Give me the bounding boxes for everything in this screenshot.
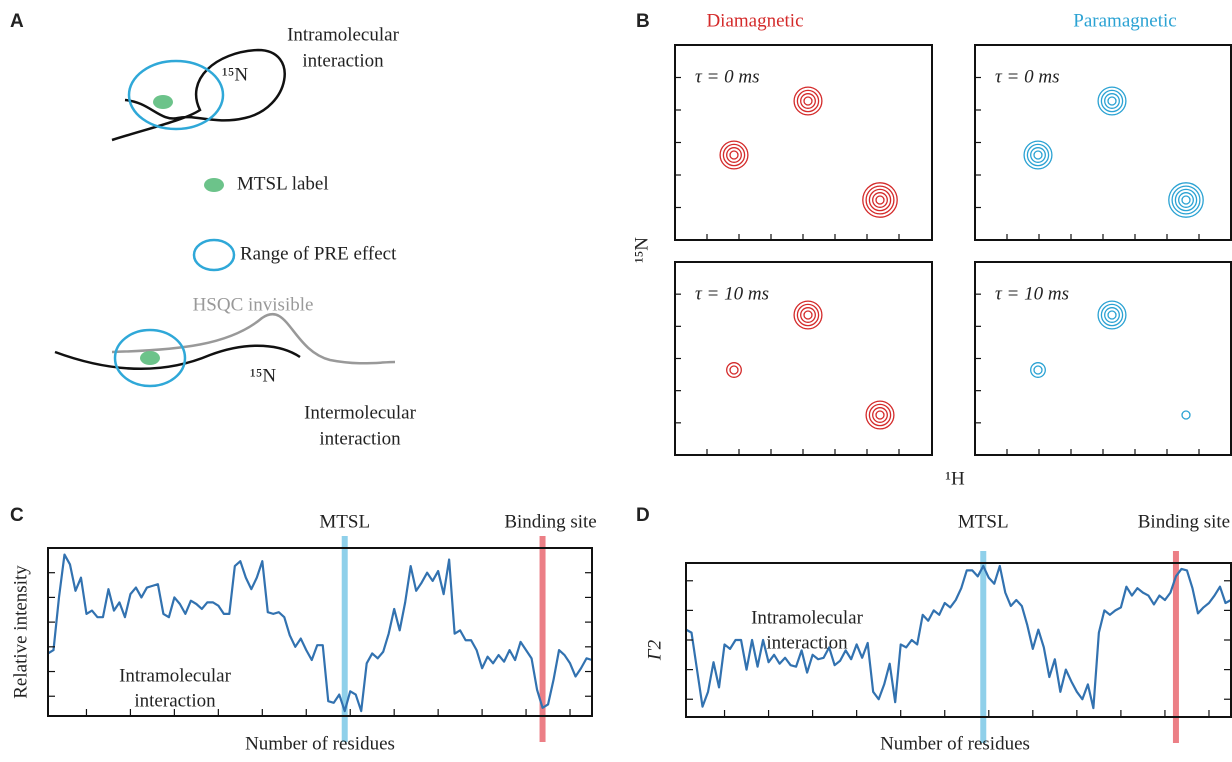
- peak-contour: [1168, 182, 1204, 218]
- peak-contour: [1181, 195, 1191, 205]
- peak-contour: [1100, 303, 1124, 327]
- plot-frame: [47, 547, 593, 717]
- peak-contour: [1097, 300, 1127, 330]
- peak-contour: [872, 192, 888, 208]
- pre-range: [127, 59, 225, 131]
- legend-mtsl: [204, 178, 224, 192]
- pre-range: [113, 328, 187, 388]
- invisible-chain: [111, 312, 396, 365]
- delay-label: τ = 10 ms: [695, 283, 769, 304]
- panel-label: B: [636, 11, 650, 32]
- y-axis-label: Γ2: [644, 639, 665, 661]
- delay-label: τ = 0 ms: [995, 66, 1060, 87]
- text: Intermolecular: [304, 402, 417, 423]
- peak-contour: [1104, 307, 1120, 323]
- x-axis-label: Number of residues: [245, 733, 395, 754]
- mtsl-label: [153, 95, 173, 109]
- annotation: interaction: [134, 690, 216, 711]
- data-line: [685, 564, 1232, 710]
- peak-contour: [800, 307, 816, 323]
- peak-contour: [1097, 86, 1127, 116]
- peak-contour: [868, 188, 892, 212]
- marker-label: MTSL: [319, 511, 370, 532]
- peak-contour: [865, 400, 895, 430]
- text: interaction: [319, 428, 401, 449]
- peak-contour: [1107, 96, 1117, 106]
- legend-range: [192, 238, 236, 272]
- peak-contour: [1171, 185, 1201, 215]
- peak-contour: [862, 182, 898, 218]
- y-axis-label: Relative intensity: [10, 565, 31, 699]
- peak-contour: [1100, 89, 1124, 113]
- peak-contour: [722, 143, 746, 167]
- axis-label: ¹H: [945, 468, 965, 489]
- text: Intramolecular: [287, 24, 400, 45]
- protein-chain: [111, 48, 286, 142]
- peak-contour: [800, 93, 816, 109]
- data-line: [47, 553, 593, 713]
- peak-contour: [875, 195, 885, 205]
- peak-contour: [796, 89, 820, 113]
- text: HSQC invisible: [193, 294, 314, 315]
- peak-contour: [803, 310, 813, 320]
- peak-contour: [1181, 410, 1191, 420]
- delay-label: τ = 10 ms: [995, 283, 1069, 304]
- peak-contour: [793, 86, 823, 116]
- peak-contour: [1030, 147, 1046, 163]
- axis-label: ¹⁵N: [631, 237, 652, 263]
- peak-contour: [796, 303, 820, 327]
- peak-contour: [1026, 143, 1050, 167]
- peak-contour: [1033, 365, 1043, 375]
- legend-label: MTSL label: [237, 173, 329, 194]
- peak-contour: [726, 147, 742, 163]
- legend-label: Range of PRE effect: [240, 243, 397, 264]
- panel-label: D: [636, 505, 650, 526]
- delay-label: τ = 0 ms: [695, 66, 760, 87]
- column-title: Paramagnetic: [1073, 10, 1176, 31]
- peak-contour: [1030, 362, 1046, 378]
- peak-contour: [1178, 192, 1194, 208]
- x-axis-label: Number of residues: [880, 733, 1030, 754]
- protein-chain: [54, 344, 301, 371]
- isotope: ¹⁵N: [250, 365, 276, 386]
- peak-contour: [1023, 140, 1053, 170]
- marker-label: MTSL: [958, 511, 1009, 532]
- peak-contour: [1107, 310, 1117, 320]
- peak-contour: [865, 185, 895, 215]
- peak-contour: [872, 407, 888, 423]
- peak-contour: [868, 403, 892, 427]
- text: interaction: [302, 50, 384, 71]
- panel-a: [54, 48, 396, 388]
- annotation: Intramolecular: [751, 607, 864, 628]
- peak-contour: [729, 150, 739, 160]
- peak-contour: [719, 140, 749, 170]
- peak-contour: [875, 410, 885, 420]
- peak-contour: [1033, 150, 1043, 160]
- peak-contour: [803, 96, 813, 106]
- annotation: interaction: [766, 632, 848, 653]
- annotation: Intramolecular: [119, 665, 232, 686]
- marker-label: Binding site: [1138, 511, 1230, 532]
- peak-contour: [1174, 188, 1198, 212]
- isotope: ¹⁵N: [222, 64, 248, 85]
- peak-contour: [729, 365, 739, 375]
- peak-contour: [793, 300, 823, 330]
- peak-contour: [726, 362, 742, 378]
- panel-label: A: [10, 11, 24, 32]
- column-title: Diamagnetic: [706, 10, 803, 31]
- marker-label: Binding site: [504, 511, 596, 532]
- panel-label: C: [10, 505, 24, 526]
- mtsl-label: [140, 351, 160, 365]
- peak-contour: [1104, 93, 1120, 109]
